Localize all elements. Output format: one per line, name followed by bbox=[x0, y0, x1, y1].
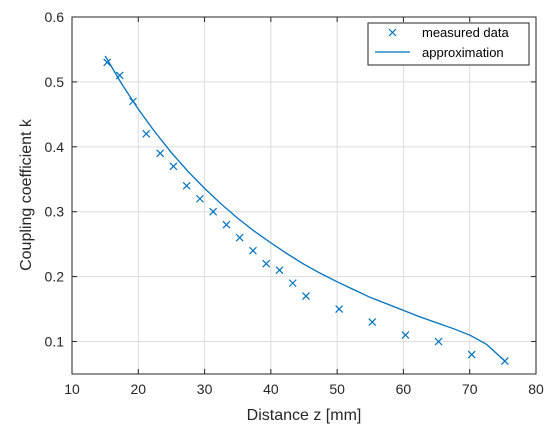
x-tick-label: 40 bbox=[263, 381, 279, 397]
legend-label-measured: measured data bbox=[422, 25, 509, 40]
y-tick-label: 0.3 bbox=[45, 204, 65, 220]
measured-data-point bbox=[103, 58, 112, 67]
measured-data-point bbox=[401, 331, 410, 339]
y-tick-label: 0.4 bbox=[45, 139, 65, 155]
y-tick-label: 0.2 bbox=[45, 269, 65, 285]
y-tick-label: 0.5 bbox=[45, 74, 65, 90]
legend-label-approximation: approximation bbox=[422, 45, 504, 60]
x-axis-ticks: 10 20 30 40 50 60 70 80 bbox=[64, 17, 544, 397]
approximation-line bbox=[104, 55, 506, 362]
y-axis-label: Coupling coefficient k bbox=[18, 118, 35, 271]
x-tick-label: 70 bbox=[462, 381, 478, 397]
legend-marker-measured bbox=[388, 28, 397, 37]
measured-data-point bbox=[434, 337, 443, 346]
measured-data-point bbox=[302, 292, 310, 301]
measured-data-point bbox=[196, 194, 204, 203]
approximation-layer bbox=[104, 55, 506, 362]
measured-data-point bbox=[335, 305, 344, 314]
x-tick-label: 50 bbox=[329, 381, 345, 397]
legend: measured data approximation bbox=[367, 22, 530, 66]
measured-data-point bbox=[156, 149, 165, 158]
plot-frame bbox=[71, 16, 537, 375]
y-tick-label: 0.6 bbox=[45, 9, 65, 25]
measured-data-point bbox=[249, 246, 257, 255]
measured-data-point bbox=[129, 97, 137, 106]
measured-data-point bbox=[182, 181, 191, 190]
measured-data-point bbox=[500, 357, 509, 365]
measured-data-point bbox=[288, 279, 297, 288]
x-tick-label: 80 bbox=[528, 381, 544, 397]
x-axis-label: Distance z [mm] bbox=[247, 407, 362, 424]
x-tick-label: 60 bbox=[396, 381, 412, 397]
measured-data-point bbox=[169, 162, 178, 171]
measured-data-point bbox=[209, 207, 218, 216]
x-tick-label: 30 bbox=[197, 381, 213, 397]
plot-background bbox=[72, 17, 536, 374]
y-axis-ticks: 0.1 0.2 0.3 0.4 0.5 0.6 bbox=[45, 9, 536, 350]
measured-data-point bbox=[275, 266, 284, 275]
measured-data-point bbox=[262, 259, 271, 268]
measured-data-point bbox=[222, 220, 231, 229]
measured-data-point bbox=[115, 71, 124, 80]
grid bbox=[72, 17, 536, 374]
measured-data-point bbox=[142, 129, 151, 138]
measured-data-point bbox=[368, 318, 377, 326]
x-tick-label: 10 bbox=[64, 381, 80, 397]
measured-data-point bbox=[235, 233, 244, 242]
measured-data-point bbox=[467, 350, 476, 359]
measured-data-markers bbox=[103, 58, 509, 365]
x-tick-label: 20 bbox=[130, 381, 146, 397]
y-tick-label: 0.1 bbox=[45, 334, 65, 350]
